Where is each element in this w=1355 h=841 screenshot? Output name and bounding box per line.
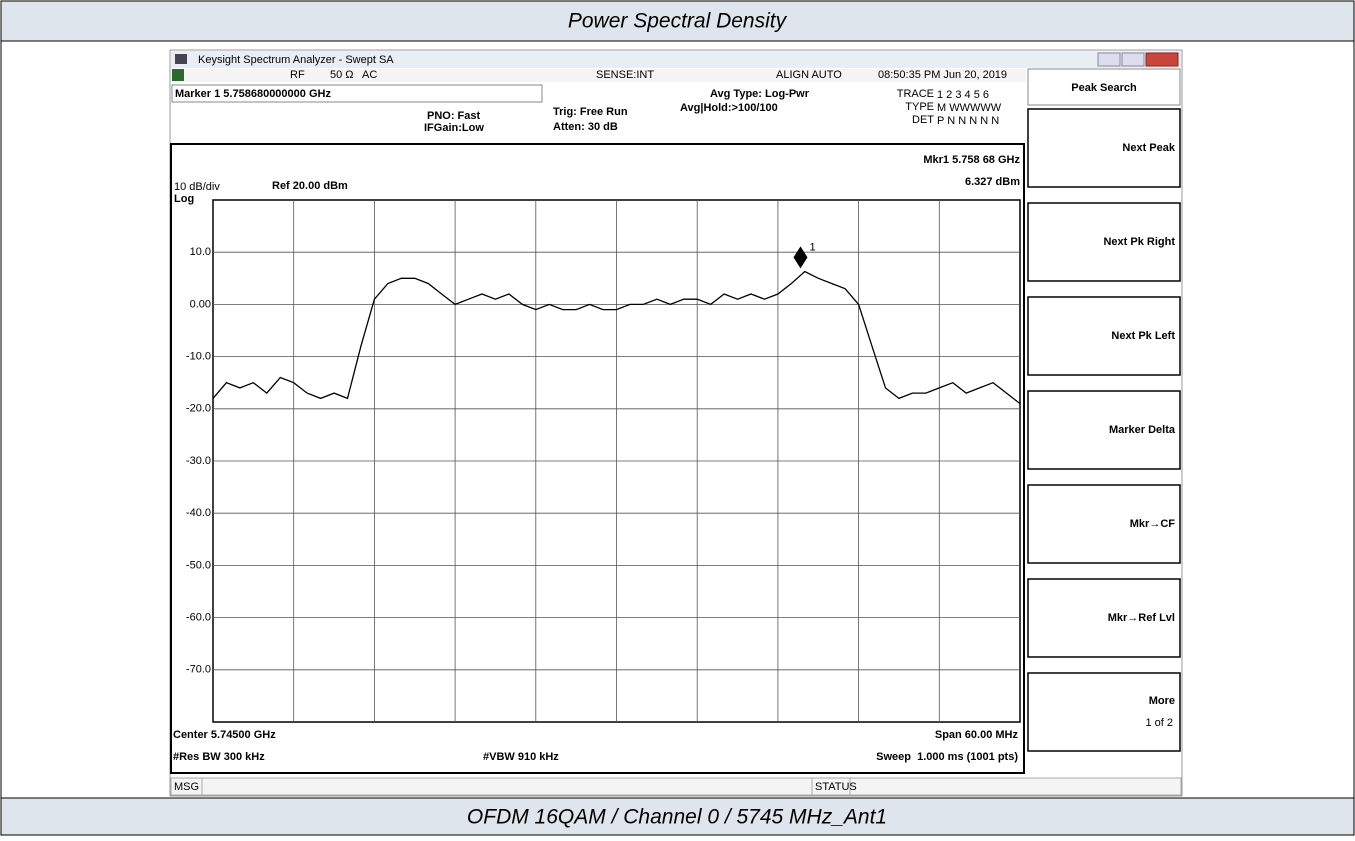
sweep: Sweep 1.000 ms (1001 pts): [876, 751, 1018, 763]
trace-label: TRACE: [897, 88, 934, 100]
minimize-button[interactable]: [1097, 52, 1121, 67]
lxi-badge: [172, 69, 184, 81]
marker-label: 1: [809, 241, 815, 253]
plot: 10.0 0.00 -10.0 -20.0 -30.0 -40.0 -50.0 -60.0 -7…: [186, 199, 1021, 723]
status-bar: [170, 777, 1182, 796]
softkey-title: Peak Search: [1071, 82, 1137, 94]
status-row: [171, 69, 1026, 82]
softkey[interactable]: [1027, 108, 1181, 188]
msg-label: MSG: [174, 781, 199, 793]
softkey[interactable]: [1027, 672, 1181, 752]
softkey-label: More: [1149, 695, 1175, 707]
y-tick-label: -70.0: [186, 664, 211, 676]
softkey-label: Mkr→CF: [1130, 518, 1176, 530]
y-tick-label: -20.0: [186, 403, 211, 415]
softkey-label: Marker Delta: [1109, 424, 1176, 436]
softkey[interactable]: [1027, 202, 1181, 282]
header-band: [0, 0, 1355, 42]
status-label: STATUS: [815, 781, 857, 793]
align-label: ALIGN AUTO: [776, 69, 842, 81]
maximize-button[interactable]: [1121, 52, 1145, 67]
y-tick-label: -40.0: [186, 507, 211, 519]
softkey[interactable]: [1027, 296, 1181, 376]
span: Span 60.00 MHz: [935, 729, 1019, 741]
app-icon: [175, 54, 187, 64]
softkey-panel: Peak Search Next Peak Next Pk Right Next Pk…: [1027, 68, 1181, 752]
marker-diamond: [793, 246, 808, 269]
ifgain: IFGain:Low: [424, 122, 484, 134]
marker-level: 6.327 dBm: [965, 176, 1020, 188]
rbw: #Res BW 300 kHz: [173, 751, 265, 763]
marker-freq: Mkr1 5.758 68 GHz: [923, 154, 1020, 166]
scale-mode: Log: [174, 193, 194, 205]
softkey[interactable]: [1027, 484, 1181, 564]
page-title: Power Spectral Density: [568, 10, 788, 33]
marker-box: [171, 84, 543, 103]
det-value: P N N N N N: [937, 115, 999, 127]
softkey-title-box: [1027, 68, 1181, 106]
y-tick-label: 0.00: [190, 298, 211, 310]
softkey-label: Mkr→Ref Lvl: [1108, 612, 1175, 624]
type-label: TYPE: [905, 101, 934, 113]
frame: [0, 40, 1355, 799]
window-title: Keysight Spectrum Analyzer - Swept SA: [198, 54, 394, 66]
center-freq: Center 5.74500 GHz: [173, 729, 276, 741]
rf-label: RF: [290, 69, 305, 81]
ref-level: Ref 20.00 dBm: [272, 180, 348, 192]
caption: OFDM 16QAM / Channel 0 / 5745 MHz_Ant1: [467, 806, 887, 829]
softkey-label: Next Pk Right: [1103, 236, 1175, 248]
y-tick-label: -60.0: [186, 612, 211, 624]
softkey-label: Next Peak: [1122, 142, 1175, 154]
coupling-label: AC: [362, 69, 377, 81]
close-button[interactable]: [1145, 52, 1179, 67]
trace: [212, 270, 1021, 405]
y-tick-label: 10.0: [190, 246, 211, 258]
title-bar: [171, 51, 1181, 68]
softkey-page: 1 of 2: [1145, 717, 1173, 729]
y-tick-label: -10.0: [186, 351, 211, 363]
impedance-label: 50 Ω: [330, 69, 354, 81]
softkey[interactable]: [1027, 578, 1181, 658]
y-tick-label: -50.0: [186, 559, 211, 571]
avg-type: Avg Type: Log-Pwr: [710, 88, 810, 100]
vbw: #VBW 910 kHz: [483, 751, 559, 763]
scale: 10 dB/div: [174, 181, 220, 193]
sense-label: SENSE:INT: [596, 69, 654, 81]
y-tick-label: -30.0: [186, 455, 211, 467]
softkey[interactable]: [1027, 390, 1181, 470]
pno: PNO: Fast: [427, 110, 481, 122]
trig: Trig: Free Run: [553, 106, 628, 118]
atten: Atten: 30 dB: [553, 121, 618, 133]
trace-value: 1 2 3 4 5 6: [937, 89, 989, 101]
avg-hold: Avg|Hold:>100/100: [680, 102, 778, 114]
det-label: DET: [912, 114, 934, 126]
datetime: 08:50:35 PM Jun 20, 2019: [878, 69, 1007, 81]
marker-setting: Marker 1 5.758680000000 GHz: [175, 88, 331, 100]
softkey-label: Next Pk Left: [1111, 330, 1175, 342]
type-value: M WWWWW: [937, 102, 1002, 114]
graph-frame: [170, 143, 1025, 774]
